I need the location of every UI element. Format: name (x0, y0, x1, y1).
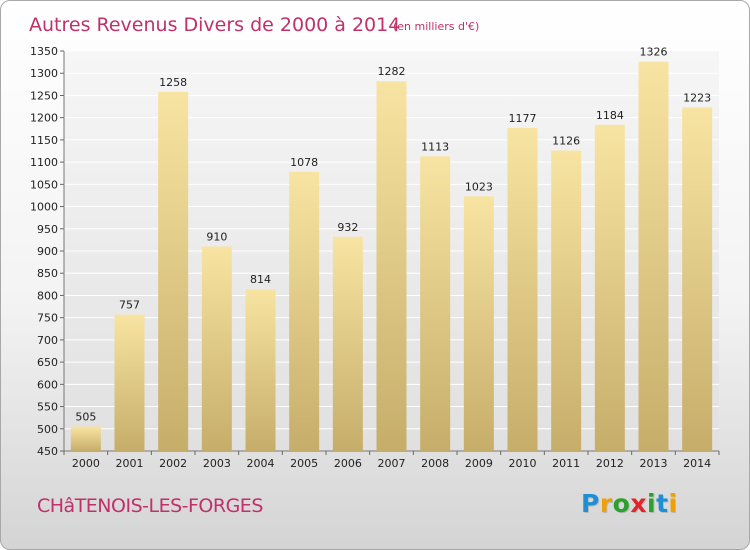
x-tick-label: 2000 (72, 457, 100, 470)
bar-value-label: 1258 (159, 76, 187, 89)
y-tick-label: 500 (37, 423, 58, 436)
x-tick-label: 2013 (640, 457, 668, 470)
x-tick-label: 2005 (290, 457, 318, 470)
bar (682, 107, 713, 451)
x-tick-label: 2004 (247, 457, 275, 470)
chart-subtitle: (en milliers d'€) (393, 20, 479, 33)
logo-letter: t (656, 489, 669, 518)
bar-value-label: 505 (75, 411, 96, 424)
x-tick-label: 2001 (116, 457, 144, 470)
bar (158, 91, 189, 451)
bar (420, 156, 451, 452)
y-tick-label: 1150 (30, 134, 58, 147)
y-tick-label: 1350 (30, 45, 58, 58)
bar-value-label: 1078 (290, 156, 318, 169)
x-tick-label: 2011 (552, 457, 580, 470)
x-tick-label: 2007 (378, 457, 406, 470)
x-tick-label: 2009 (465, 457, 493, 470)
bar-value-label: 1177 (509, 112, 537, 125)
x-tick-label: 2003 (203, 457, 231, 470)
logo-letter: i (668, 489, 678, 518)
y-tick-label: 950 (37, 223, 58, 236)
x-tick-label: 2006 (334, 457, 362, 470)
bar (551, 150, 582, 452)
bar (289, 171, 320, 451)
bar (245, 289, 276, 451)
y-tick-label: 750 (37, 312, 58, 325)
x-tick-label: 2014 (683, 457, 711, 470)
y-tick-label: 1050 (30, 178, 58, 191)
x-tick-label: 2010 (509, 457, 537, 470)
y-tick-label: 1250 (30, 89, 58, 102)
y-tick-label: 1100 (30, 156, 58, 169)
bar-value-label: 757 (119, 299, 140, 312)
proxiti-logo[interactable]: Proxiti (581, 489, 678, 518)
bar (376, 81, 407, 451)
y-tick-label: 650 (37, 356, 58, 369)
logo-letter: o (612, 489, 631, 518)
bar (638, 61, 669, 452)
bar-value-label: 1184 (596, 109, 624, 122)
y-tick-label: 1200 (30, 112, 58, 125)
y-tick-label: 1000 (30, 201, 58, 214)
chart-title: Autres Revenus Divers de 2000 à 2014 (29, 14, 400, 36)
y-tick-label: 900 (37, 245, 58, 258)
bar (594, 124, 625, 452)
bar-value-label: 932 (337, 221, 358, 234)
logo-letter: i (647, 489, 657, 518)
bar-value-label: 1113 (421, 140, 449, 153)
bar-value-label: 814 (250, 273, 271, 286)
x-tick-label: 2008 (421, 457, 449, 470)
x-tick-label: 2012 (596, 457, 624, 470)
bar-value-label: 1326 (640, 46, 668, 59)
bar (463, 196, 494, 451)
bar-value-label: 910 (206, 231, 227, 244)
logo-letter: r (599, 489, 613, 518)
y-tick-label: 700 (37, 334, 58, 347)
y-tick-label: 800 (37, 289, 58, 302)
logo-letter: x (630, 489, 647, 518)
bar (114, 314, 145, 451)
y-tick-label: 850 (37, 267, 58, 280)
y-tick-label: 450 (37, 445, 58, 458)
x-tick-label: 2002 (159, 457, 187, 470)
bar (332, 236, 363, 451)
bar-value-label: 1023 (465, 180, 493, 193)
y-tick-label: 550 (37, 401, 58, 414)
bar (507, 127, 538, 451)
bar (201, 246, 232, 451)
bar-value-label: 1126 (552, 135, 580, 148)
plot-area: 450 500 550 600 650 700 750 800 850 900 950 1000 105… (30, 45, 720, 470)
y-tick-label: 1300 (30, 67, 58, 80)
logo-letter: P (581, 489, 600, 518)
bar-value-label: 1282 (378, 65, 406, 78)
y-tick-label: 600 (37, 378, 58, 391)
bar-value-label: 1223 (683, 91, 711, 104)
commune-name: CHâTENOIS-LES-FORGES (37, 495, 263, 517)
bar (70, 426, 101, 451)
